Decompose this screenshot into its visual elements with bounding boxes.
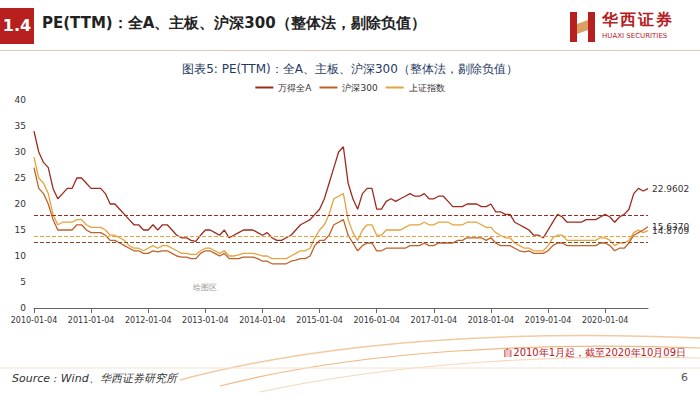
svg-text:上证指数: 上证指数 [409,83,445,93]
svg-text:2012-01-04: 2012-01-04 [125,316,172,325]
svg-text:35: 35 [15,121,26,131]
svg-text:2011-01-04: 2011-01-04 [68,316,115,325]
svg-text:15.6370: 15.6370 [652,222,689,232]
svg-text:10: 10 [15,251,27,261]
svg-text:2016-01-04: 2016-01-04 [353,316,400,325]
svg-text:2018-01-04: 2018-01-04 [468,316,514,325]
svg-text:40: 40 [15,95,27,105]
svg-text:30: 30 [15,147,27,157]
svg-text:15: 15 [15,225,26,235]
svg-text:20: 20 [15,199,27,209]
html-text:Source : Wind、华西证券研究所: Source : Wind、华西证券研究所 [12,372,177,385]
svg-text:2017-01-04: 2017-01-04 [411,316,458,325]
svg-text:0: 0 [20,303,26,313]
html-text:6: 6 [681,371,688,384]
svg-text:绘图区: 绘图区 [193,283,217,292]
svg-text:25: 25 [15,173,26,183]
svg-text:22.9602: 22.9602 [652,184,689,194]
svg-text:图表5: PE(TTM)：全A、主板、沪深300（整体法，剔: 图表5: PE(TTM)：全A、主板、沪深300（整体法，剔除负值） [182,62,518,76]
svg-text:2014-01-04: 2014-01-04 [239,316,286,325]
svg-text:2019-01-04: 2019-01-04 [525,316,572,325]
svg-text:2020-01-04: 2020-01-04 [582,316,629,325]
html-text:1.4: 1.4 [2,16,32,35]
svg-text:万得全A: 万得全A [278,83,312,93]
svg-text:2010-01-04: 2010-01-04 [11,316,58,325]
html-text:自2010年1月起，截至2020年10月09日: 自2010年1月起，截至2020年10月09日 [503,347,686,358]
svg-text:5: 5 [20,277,26,287]
html-text:华西证券: 华西证券 [602,10,674,29]
svg-text:2013-01-04: 2013-01-04 [182,316,229,325]
svg-text:2015-01-04: 2015-01-04 [296,316,343,325]
html-text:PE(TTM)：全A、主板、沪深300（整体法，剔除负值）: PE(TTM)：全A、主板、沪深300（整体法，剔除负值） [42,14,426,32]
html-text:HUAXI SECURITIES: HUAXI SECURITIES [602,32,668,40]
svg-text:沪深300: 沪深300 [342,83,377,93]
